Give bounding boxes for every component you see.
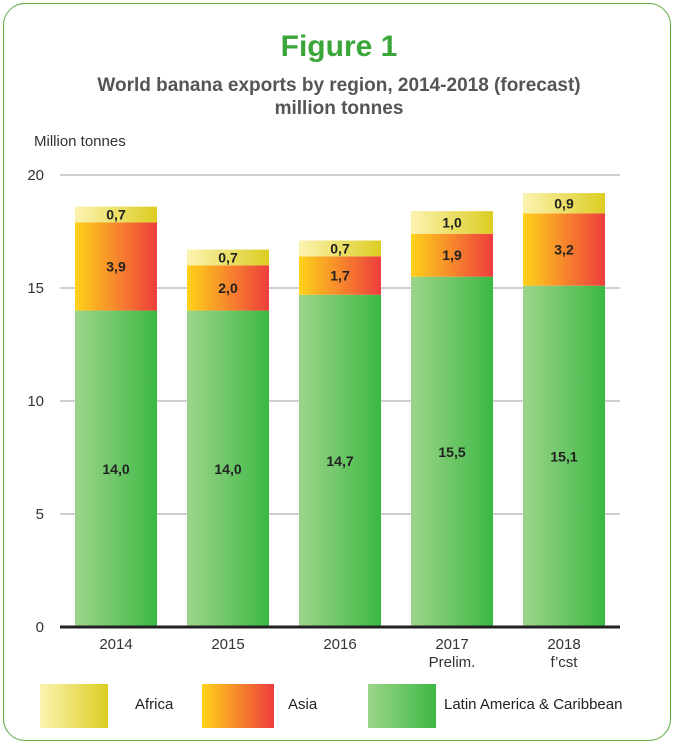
- y-tick-label: 20: [27, 167, 44, 184]
- bar-segment: [75, 222, 157, 311]
- chart-subtitle-line-1: World banana exports by region, 2014-201…: [97, 75, 581, 96]
- legend-swatch: [202, 684, 274, 728]
- data-label: 15,5: [438, 444, 465, 460]
- bar-segment: [411, 211, 493, 234]
- y-tick-label: 15: [27, 280, 44, 297]
- legend-item: Asia: [202, 684, 488, 728]
- data-label: 0,7: [106, 207, 126, 223]
- data-label: 14,7: [326, 453, 353, 469]
- legend-label: Latin America & Caribbean: [444, 696, 623, 713]
- chart-subtitle: World banana exports by region, 2014-201…: [0, 74, 678, 120]
- legend-item: Africa: [40, 684, 335, 728]
- y-tick-label: 5: [36, 506, 44, 523]
- bar-segment: [523, 285, 605, 627]
- data-label: 14,0: [102, 461, 129, 477]
- data-label: 0,9: [554, 195, 574, 211]
- data-label: 0,7: [330, 240, 350, 256]
- data-label: 1,9: [442, 247, 462, 263]
- data-label: 2,0: [218, 280, 238, 296]
- legend-swatch: [40, 684, 108, 728]
- bar-segment: [75, 310, 157, 627]
- y-tick-label: 10: [27, 393, 44, 410]
- legend-label: Africa: [135, 696, 174, 713]
- bar-segment: [411, 233, 493, 277]
- bar-segment: [299, 240, 381, 257]
- data-label: 0,7: [218, 249, 238, 265]
- bar-segment: [523, 193, 605, 214]
- legend-item: Latin America & Caribbean: [368, 684, 644, 728]
- chart-subtitle-line-2: million tonnes: [274, 98, 404, 119]
- x-tick-sublabel: f’cst: [551, 654, 579, 671]
- chart-title: Figure 1: [280, 30, 398, 63]
- x-tick-label: 2014: [99, 636, 132, 653]
- data-label: 1,0: [442, 214, 462, 230]
- x-tick-label: 2016: [323, 636, 356, 653]
- data-label: 3,2: [554, 242, 574, 258]
- x-tick-label: 2018: [547, 636, 580, 653]
- bar-segment: [187, 265, 269, 311]
- data-label: 15,1: [550, 448, 577, 464]
- bar-segment: [187, 249, 269, 266]
- legend-label: Asia: [288, 696, 318, 713]
- x-tick-sublabel: Prelim.: [429, 654, 476, 671]
- y-tick-label: 0: [36, 619, 44, 636]
- x-tick-label: 2015: [211, 636, 244, 653]
- bar-segment: [523, 213, 605, 286]
- bar-segment: [75, 206, 157, 223]
- bar-segment: [299, 256, 381, 295]
- legend-swatch: [368, 684, 436, 728]
- bar-segment: [411, 276, 493, 627]
- bar-segment: [299, 294, 381, 627]
- data-label: 3,9: [106, 259, 126, 275]
- data-label: 1,7: [330, 268, 350, 284]
- x-tick-label: 2017: [435, 636, 468, 653]
- bar-segment: [187, 310, 269, 627]
- y-axis-label: Million tonnes: [34, 133, 126, 150]
- data-label: 14,0: [214, 461, 241, 477]
